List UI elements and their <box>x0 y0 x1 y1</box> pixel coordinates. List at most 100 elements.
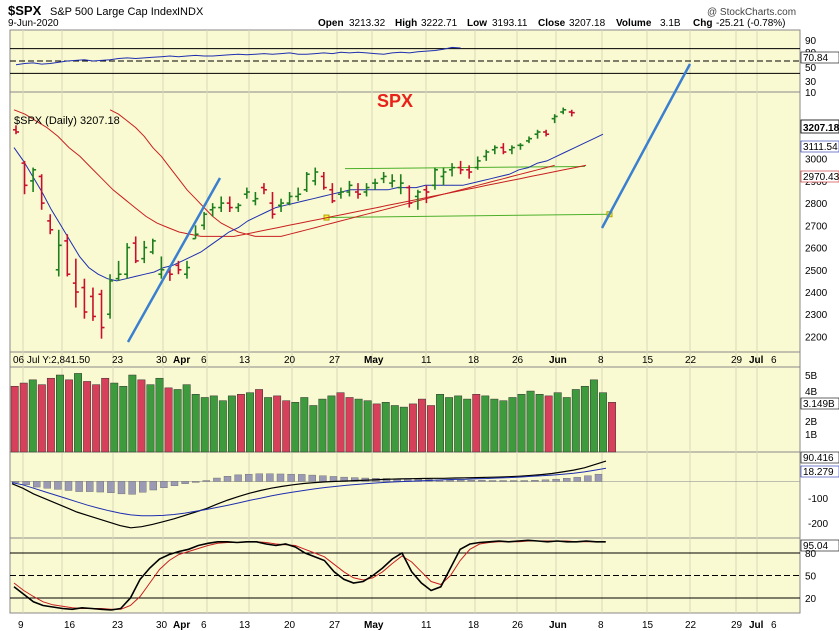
volume-bar <box>544 395 553 453</box>
macd-axis-tick: -100 <box>808 494 828 505</box>
volume-current-value: 3.149B <box>803 399 835 410</box>
macd-histogram-bar <box>478 480 486 482</box>
volume-label: Volume <box>616 18 652 29</box>
bottom-date-tick: 6 <box>201 620 207 631</box>
volume-bar <box>227 395 236 453</box>
macd-histogram-bar <box>138 481 147 493</box>
date-tick: 13 <box>239 355 251 366</box>
price-series <box>13 63 692 343</box>
stoch-axis-tick: 50 <box>805 572 817 583</box>
price-axis-tick: 2300 <box>805 310 828 321</box>
spx-annotation: SPX <box>377 91 413 111</box>
macd-histogram-bar <box>234 474 242 482</box>
volume-bar <box>37 384 46 453</box>
macd-signal-box <box>800 465 839 478</box>
bottom-date-tick: 29 <box>731 620 743 631</box>
bottom-date-tick: 26 <box>512 620 524 631</box>
macd-histogram-bar <box>298 474 306 482</box>
bottom-date-tick: 20 <box>284 620 296 631</box>
volume-bar <box>354 398 363 453</box>
ma-slow-line <box>13 109 587 237</box>
macd-histogram-bar <box>287 473 295 482</box>
volume-bar <box>155 377 164 453</box>
macd-histogram-bar <box>181 481 189 484</box>
low-label: Low <box>467 18 487 29</box>
macd-histogram-bar <box>170 481 179 486</box>
bottom-date-tick: 8 <box>598 620 604 631</box>
macd-histogram-bar <box>75 481 83 492</box>
ma-fast-line <box>13 133 604 282</box>
volume-bars <box>10 373 616 453</box>
stochastic-indicator <box>10 539 800 611</box>
date-tick: 30 <box>156 355 168 366</box>
date-tick: 29 <box>731 355 743 366</box>
chart-header: $SPX S&P 500 Large Cap Index INDX 9-Jun-… <box>8 3 796 29</box>
volume-bar <box>418 398 426 453</box>
ma-slow-value: 2970.43 <box>803 172 839 183</box>
volume-bar <box>92 384 101 453</box>
volume-bar <box>589 379 598 453</box>
volume-bar <box>499 400 508 453</box>
open-label: Open <box>318 18 344 29</box>
price-axis-tick: 2800 <box>805 199 828 210</box>
close-label: Close <box>538 18 566 29</box>
macd-histogram-bar <box>573 477 581 482</box>
stoch-value-box <box>800 539 839 552</box>
volume-bar <box>599 392 607 453</box>
trendline-up-left <box>126 177 222 343</box>
volume-bar <box>56 374 64 453</box>
volume-bar <box>345 397 354 453</box>
stockcharts-watermark: @ StockCharts.com <box>707 7 796 18</box>
volume-bar <box>580 385 589 453</box>
stoch-axis-tick: 20 <box>805 594 817 605</box>
symbol-title: $SPX <box>8 3 42 18</box>
crosshair-readout: 06 Jul Y:2,841.50 <box>13 355 91 366</box>
macd-axis-tick: -200 <box>808 519 828 530</box>
bottom-date-tick: 6 <box>771 620 777 631</box>
volume-bar <box>218 400 227 453</box>
volume-bar <box>255 389 264 453</box>
volume-value: 3.1B <box>660 18 681 29</box>
macd-histogram-bar <box>329 476 338 482</box>
volume-bar <box>372 403 381 453</box>
date-tick: Jun <box>549 355 567 366</box>
volume-value-box <box>800 397 839 410</box>
chart-date: 9-Jun-2020 <box>8 18 59 29</box>
date-tick: 18 <box>468 355 480 366</box>
chg-value: -25.21 (-0.78%) <box>716 18 785 29</box>
rsi-current-value: 70.84 <box>803 53 828 64</box>
volume-bar <box>318 398 327 453</box>
volume-bar <box>164 387 173 453</box>
macd-histogram-bar <box>117 481 126 495</box>
bottom-date-tick: 13 <box>239 620 251 631</box>
macd-histogram-bar <box>64 481 73 491</box>
macd-histogram-bar <box>276 473 285 482</box>
macd-histogram-bar <box>351 477 359 482</box>
exchange-label: INDX <box>177 6 204 18</box>
price-panel <box>9 91 801 353</box>
macd-histogram-bar <box>255 473 264 482</box>
volume-bar <box>508 397 517 453</box>
volume-axis-tick: 2B <box>805 417 818 428</box>
macd-histogram-bar <box>467 480 475 482</box>
stoch-k-line <box>13 539 606 611</box>
bottom-date-tick: Jun <box>549 620 567 631</box>
volume-bar <box>571 389 580 453</box>
macd-signal-line <box>11 467 607 517</box>
rsi-line <box>15 46 461 66</box>
date-tick: Apr <box>173 355 190 366</box>
bottom-date-tick: 9 <box>18 620 24 631</box>
bottom-date-tick: 11 <box>421 620 432 631</box>
rsi-axis-tick: 10 <box>805 88 817 99</box>
price-axis-tick: 2600 <box>805 244 828 255</box>
volume-bar <box>282 400 291 453</box>
price-current-box <box>800 119 839 134</box>
date-tick: May <box>364 355 384 366</box>
date-tick: 8 <box>598 355 604 366</box>
high-label: High <box>395 18 417 29</box>
axes: 908050301070.842200230024002500260027002… <box>18 36 839 631</box>
volume-bar <box>390 405 399 453</box>
vertical-gridlines <box>22 30 758 613</box>
macd-histogram-bar <box>11 481 20 483</box>
ma-slow-line <box>109 109 555 237</box>
